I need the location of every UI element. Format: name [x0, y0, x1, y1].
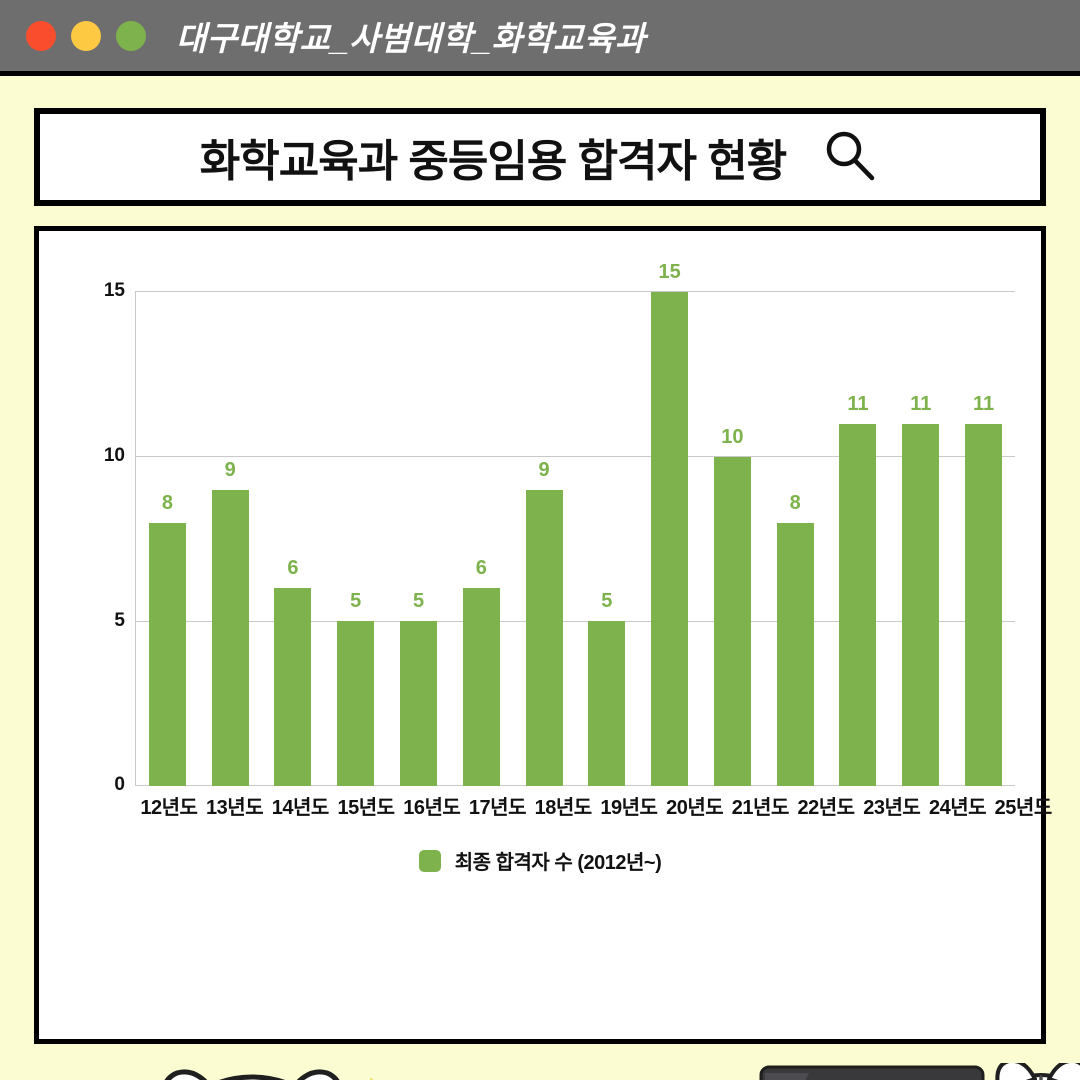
x-axis-label: 21년도 — [731, 797, 790, 819]
bar-column[interactable]: 11 — [889, 291, 952, 786]
lab-coat-tiger-mascot: 화학교육 C₂H₅OH + 3O₂ → 2CO₂ + 3H₂O — [759, 1063, 1080, 1080]
window-titlebar: 대구대학교_사범대학_화학교육과 — [0, 0, 1080, 76]
bar-value-label: 9 — [224, 458, 236, 481]
bar-column[interactable]: 5 — [387, 291, 450, 786]
bar-column[interactable]: 5 — [324, 291, 387, 786]
x-axis-label: 14년도 — [271, 797, 330, 819]
page-title: 화학교육과 중등임용 합격자 현황 — [199, 137, 787, 186]
chart-plot-area: 15 10 5 0 8 9 6 5 5 6 9 5 15 10 8 11 11 11 — [95, 261, 1015, 795]
x-axis-label: 20년도 — [666, 797, 724, 819]
bar-value-label: 8 — [161, 491, 173, 514]
axis-baseline — [135, 785, 1015, 786]
y-tick-label-5: 5 — [114, 610, 125, 631]
bar[interactable] — [651, 292, 689, 786]
x-axis-label: 12년도 — [140, 797, 198, 819]
window-title: 대구대학교_사범대학_화학교육과 — [176, 19, 646, 57]
y-axis-line — [135, 291, 136, 786]
maximize-window-button[interactable] — [116, 20, 146, 51]
minimize-window-button[interactable] — [71, 20, 101, 51]
x-axis-label: 22년도 — [797, 797, 856, 819]
x-axis-labels: 12년도 13년도 14년도 15년도 16년도 17년도 18년도 19년도 20년도 21년도… — [136, 791, 1056, 820]
x-axis-label: 15년도 — [337, 797, 395, 819]
bar[interactable] — [965, 423, 1003, 786]
bar[interactable] — [839, 423, 877, 786]
bar-column[interactable]: 6 — [450, 291, 513, 786]
bar-column[interactable]: 8 — [764, 291, 827, 786]
x-axis-label: 24년도 — [928, 797, 987, 819]
bar-value-label: 9 — [538, 458, 550, 481]
bar-column[interactable]: 11 — [952, 291, 1015, 786]
close-window-button[interactable] — [26, 20, 56, 51]
chart-panel: 15 10 5 0 8 9 6 5 5 6 9 5 15 10 8 11 11 11 12년도 13년도 14… — [34, 226, 1080, 1080]
y-tick-label-10: 10 — [103, 445, 125, 466]
legend-color-swatch — [418, 849, 441, 872]
x-axis-label: 19년도 — [600, 797, 658, 819]
bar[interactable] — [148, 522, 186, 786]
bar[interactable] — [274, 588, 312, 786]
x-axis-label: 25년도 — [994, 797, 1053, 819]
bar-column[interactable]: 11 — [827, 291, 890, 786]
gridline-10 — [135, 456, 1015, 457]
y-tick-label-15: 15 — [103, 280, 125, 301]
legend-label: 최종 합격자 수 (2012년~) — [454, 852, 662, 874]
search-icon[interactable] — [820, 127, 880, 187]
bar-value-label: 5 — [412, 590, 425, 613]
celebrating-tiger-mascot — [164, 1069, 374, 1080]
bar-value-label: 8 — [789, 491, 801, 514]
bar[interactable] — [211, 489, 249, 786]
bar[interactable] — [902, 423, 940, 786]
bar-value-label: 5 — [601, 590, 613, 613]
bar-column[interactable]: 5 — [575, 291, 638, 786]
chart-legend: 최종 합격자 수 (2012년~) — [39, 846, 1041, 875]
bar[interactable] — [337, 621, 375, 786]
bar-column[interactable]: 8 — [136, 291, 199, 786]
bar-column[interactable]: 9 — [199, 291, 262, 786]
bar-value-label: 11 — [972, 392, 995, 415]
bar-value-label: 6 — [287, 557, 299, 580]
bar[interactable] — [713, 456, 751, 786]
bar-value-label: 15 — [658, 261, 681, 283]
bar-value-label: 11 — [847, 392, 869, 415]
x-axis-label: 16년도 — [403, 797, 461, 819]
bar-value-label: 6 — [475, 557, 487, 580]
bar-value-label: 5 — [350, 590, 362, 613]
bar-column[interactable]: 9 — [513, 291, 576, 786]
x-axis-label: 23년도 — [863, 797, 921, 819]
bar-value-label: 11 — [910, 392, 932, 415]
bar[interactable] — [400, 621, 438, 786]
bar-series: 8 9 6 5 5 6 9 5 15 10 8 11 11 11 — [136, 261, 1015, 786]
page-header-card: 화학교육과 중등임용 합격자 현황 — [34, 108, 1046, 206]
traffic-light-buttons — [26, 20, 146, 51]
x-axis-label: 17년도 — [468, 797, 527, 819]
bar-column[interactable]: 15 — [638, 261, 701, 786]
bar-value-label: 10 — [721, 425, 744, 448]
bar[interactable] — [776, 522, 814, 786]
y-tick-label-0: 0 — [114, 774, 125, 795]
bar[interactable] — [525, 489, 563, 786]
x-axis-label: 13년도 — [206, 797, 264, 819]
bar[interactable] — [588, 621, 626, 786]
gridline-5 — [135, 621, 1015, 622]
x-axis-label: 18년도 — [534, 797, 593, 819]
bar-column[interactable]: 6 — [262, 291, 325, 786]
bar-column[interactable]: 10 — [701, 291, 764, 786]
bar[interactable] — [462, 588, 500, 786]
gridline-15 — [135, 291, 1015, 292]
